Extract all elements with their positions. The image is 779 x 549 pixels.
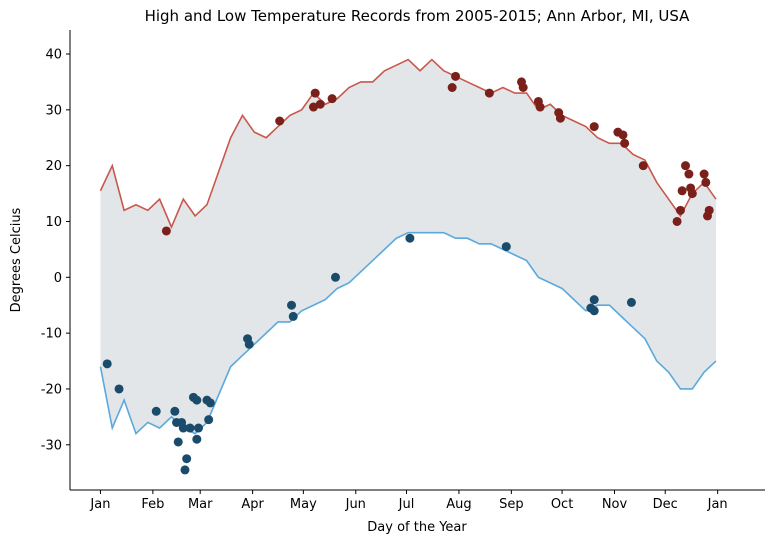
record-point bbox=[173, 437, 183, 447]
record-point bbox=[194, 423, 204, 433]
record-point bbox=[178, 423, 188, 433]
record-point bbox=[114, 384, 124, 394]
record-point bbox=[699, 169, 709, 179]
record-point bbox=[555, 113, 565, 123]
x-tick-label: May bbox=[290, 497, 317, 512]
record-point bbox=[327, 94, 337, 104]
record-point bbox=[405, 233, 415, 243]
record-point bbox=[501, 242, 511, 252]
record-point bbox=[681, 161, 691, 171]
range-area bbox=[100, 59, 716, 434]
record-point bbox=[287, 300, 297, 310]
record-point bbox=[102, 359, 112, 369]
record-point bbox=[310, 88, 320, 98]
y-tick-label: 0 bbox=[54, 271, 62, 286]
record-point bbox=[677, 186, 687, 196]
record-point bbox=[618, 130, 628, 140]
record-point bbox=[309, 102, 319, 112]
record-point bbox=[589, 295, 599, 305]
x-axis-label: Day of the Year bbox=[367, 520, 467, 535]
record-point bbox=[151, 406, 161, 416]
record-point bbox=[701, 177, 711, 187]
record-point bbox=[589, 122, 599, 132]
record-point bbox=[704, 205, 714, 215]
record-point bbox=[244, 339, 254, 349]
record-point bbox=[315, 99, 325, 109]
x-tick-label: Mar bbox=[188, 497, 213, 512]
y-tick-label: -30 bbox=[41, 438, 62, 453]
record-point bbox=[192, 434, 202, 444]
x-tick-label: Sep bbox=[499, 497, 524, 512]
temperature-line bbox=[99, 58, 717, 230]
record-point bbox=[620, 138, 630, 148]
record-point bbox=[170, 406, 180, 416]
record-point bbox=[275, 116, 285, 126]
y-tick-label: -20 bbox=[41, 382, 62, 397]
y-tick-label: -10 bbox=[41, 327, 62, 342]
y-tick-label: 30 bbox=[45, 103, 62, 118]
record-point bbox=[684, 169, 694, 179]
record-point bbox=[451, 71, 461, 81]
y-tick-label: 10 bbox=[45, 215, 62, 230]
x-tick-label: Apr bbox=[241, 497, 264, 512]
x-tick-label: Nov bbox=[602, 497, 628, 512]
record-point bbox=[484, 88, 494, 98]
y-axis-label: Degrees Celcius bbox=[9, 207, 24, 312]
chart-title: High and Low Temperature Records from 20… bbox=[145, 7, 691, 25]
record-point bbox=[447, 83, 457, 92]
record-point bbox=[518, 83, 528, 92]
x-tick-label: Aug bbox=[446, 497, 471, 512]
temperature-line bbox=[99, 231, 717, 436]
record-point bbox=[675, 205, 685, 215]
x-tick-label: Jun bbox=[345, 497, 366, 512]
y-tick-label: 20 bbox=[45, 159, 62, 174]
record-point bbox=[535, 102, 545, 112]
record-point bbox=[687, 189, 697, 199]
record-point bbox=[180, 465, 190, 475]
record-point bbox=[161, 226, 171, 236]
record-point bbox=[330, 272, 340, 282]
record-point bbox=[185, 423, 195, 433]
x-tick-label: Dec bbox=[653, 497, 678, 512]
record-point bbox=[638, 161, 648, 171]
x-tick-label: Jul bbox=[398, 497, 415, 512]
record-point bbox=[192, 395, 202, 405]
record-point bbox=[672, 216, 682, 226]
x-tick-label: Feb bbox=[141, 497, 164, 512]
record-point bbox=[288, 311, 298, 321]
x-tick-label: Jan bbox=[707, 497, 728, 512]
record-point bbox=[205, 398, 215, 408]
y-tick-label: 40 bbox=[45, 48, 62, 63]
record-point bbox=[626, 297, 636, 307]
record-point bbox=[204, 415, 214, 425]
x-tick-label: Jan bbox=[89, 497, 110, 512]
x-tick-label: Oct bbox=[551, 497, 573, 512]
record-point bbox=[589, 306, 599, 316]
record-point bbox=[182, 454, 192, 464]
